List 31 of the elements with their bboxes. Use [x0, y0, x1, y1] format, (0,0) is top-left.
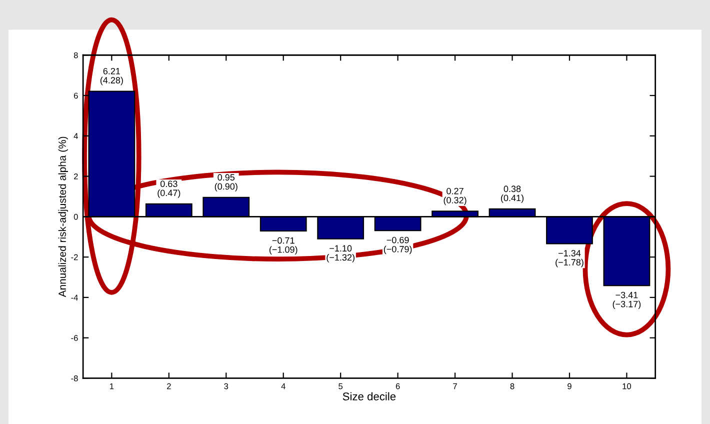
data-label: 0.27 (0.32) [444, 188, 466, 206]
y-tick-label: -8 [71, 375, 78, 382]
x-tick-label: 4 [281, 383, 286, 390]
x-tick-label: 3 [224, 383, 228, 390]
data-label: −0.71 (−1.09) [269, 237, 298, 255]
y-tick-label: 2 [74, 173, 78, 180]
x-tick-label: 7 [453, 383, 457, 390]
x-tick-label: 9 [568, 383, 572, 390]
x-tick-label: 1 [110, 383, 114, 390]
x-axis-title: Size decile [342, 392, 396, 400]
y-tick-label: 6 [74, 92, 78, 99]
x-tick-label: 5 [338, 383, 343, 390]
y-tick-label: 4 [74, 133, 78, 139]
x-tick-label: 6 [396, 383, 400, 390]
y-tick-label: -6 [71, 335, 78, 341]
data-label: −1.10 (−1.32) [326, 245, 354, 262]
data-label: 0.95 (0.90) [214, 174, 238, 192]
y-tick-label: -4 [71, 294, 78, 300]
data-label: 0.38 (0.41) [501, 186, 524, 203]
x-tick-label: 8 [510, 383, 514, 390]
data-label: −0.69 (−0.79) [384, 236, 412, 254]
x-tick-label: 10 [622, 383, 632, 390]
data-label: −3.41 (−3.17) [612, 292, 641, 310]
y-tick-label: 0 [74, 214, 78, 220]
x-tick-label: 2 [167, 383, 171, 390]
data-label: −1.34 (−1.78) [556, 250, 584, 268]
data-label: 0.63 (0.47) [158, 180, 180, 198]
y-tick-label: 8 [74, 52, 78, 58]
data-label: 6.21 (4.28) [100, 68, 123, 86]
y-tick-label: -2 [71, 254, 78, 260]
y-axis-title: Annualized risk-adjusted alpha (%) [58, 136, 68, 298]
